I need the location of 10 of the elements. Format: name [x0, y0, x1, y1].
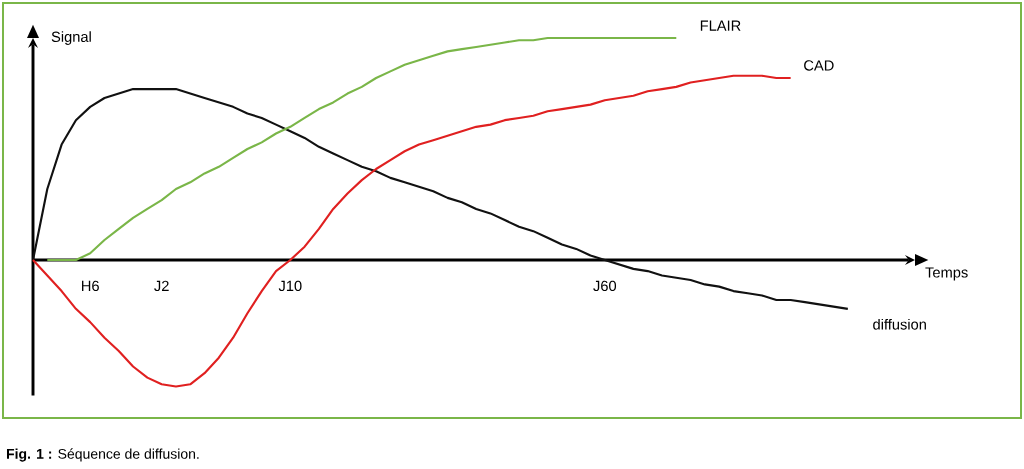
series-label: diffusion — [873, 318, 926, 330]
y-axis-title: Signal — [51, 31, 91, 45]
x-axis-title: Temps — [925, 267, 968, 281]
text: Fig. 1 : Séquence de diffusion. — [6, 448, 199, 462]
x-tick-label: J60 — [593, 280, 617, 292]
x-tick-label: H6 — [82, 280, 99, 292]
x-tick-label: J10 — [278, 280, 302, 292]
series-label: FLAIR — [700, 20, 741, 31]
x-tick-label: J2 — [154, 280, 169, 292]
series-label: CAD — [804, 60, 834, 71]
